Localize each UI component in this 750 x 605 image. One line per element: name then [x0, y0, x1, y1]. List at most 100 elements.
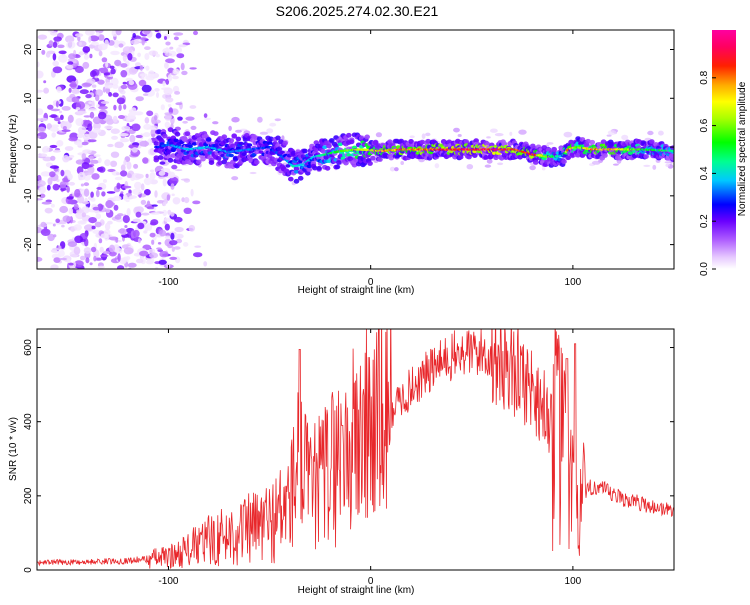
noise-blob	[66, 64, 74, 69]
noise-blob	[113, 204, 119, 211]
heatmap-x-axis-label: Height of straight line (km)	[298, 285, 415, 296]
noise-blob	[146, 206, 155, 210]
noise-blob	[143, 30, 151, 35]
noise-blob	[130, 39, 140, 45]
noise-blob	[154, 115, 158, 121]
noise-blob	[150, 221, 157, 226]
noise-blob	[131, 123, 141, 132]
ridge-cell	[290, 150, 297, 156]
noise-blob	[148, 50, 159, 56]
noise-blob	[37, 198, 43, 201]
noise-blob	[174, 91, 181, 95]
noise-blob	[99, 246, 104, 253]
noise-blob	[434, 163, 440, 169]
noise-blob	[94, 75, 99, 79]
noise-blob	[117, 253, 121, 262]
noise-blob	[91, 173, 100, 180]
ridge-cell	[408, 142, 414, 148]
noise-blob	[105, 87, 111, 94]
noise-blob	[50, 124, 60, 128]
noise-blob	[71, 88, 80, 94]
ridge-cell	[346, 132, 352, 138]
ridge-cell	[275, 135, 281, 141]
noise-blob	[149, 232, 156, 238]
noise-blob	[110, 50, 120, 56]
noise-blob	[40, 171, 51, 177]
snr-panel: -100 0 100 0 200 400 600 Height of straight li…	[8, 328, 675, 596]
ridge-cell	[370, 155, 376, 161]
ridge-cell	[472, 153, 478, 159]
ridge-cell	[156, 129, 162, 135]
noise-blob	[120, 84, 128, 90]
noise-blob	[120, 70, 128, 78]
noise-blob	[57, 121, 61, 125]
noise-blob	[108, 92, 113, 97]
noise-blob	[494, 133, 504, 137]
noise-blob	[155, 32, 162, 39]
noise-blob	[90, 70, 97, 78]
noise-blob	[193, 252, 203, 258]
noise-blob	[38, 117, 49, 122]
noise-blob	[119, 257, 127, 265]
ridge-cell	[184, 131, 191, 137]
noise-blob	[88, 101, 92, 105]
noise-blob	[78, 51, 85, 56]
ridge-cell	[251, 153, 257, 157]
ridge-cell	[565, 155, 571, 161]
noise-blob	[204, 117, 211, 121]
noise-blob	[84, 30, 95, 36]
noise-blob	[141, 84, 152, 93]
noise-blob	[484, 164, 492, 168]
noise-blob	[164, 121, 170, 129]
noise-blob	[159, 229, 167, 237]
ridge-cell	[408, 139, 414, 144]
heatmap-y-tick-label: 0	[23, 144, 34, 150]
noise-blob	[110, 128, 120, 134]
noise-blob	[107, 143, 114, 148]
noise-blob	[39, 193, 46, 199]
noise-blob	[151, 204, 158, 207]
noise-blob	[60, 169, 65, 177]
noise-blob	[81, 153, 87, 160]
noise-blob	[486, 136, 491, 139]
noise-blob	[104, 233, 109, 241]
noise-blob	[146, 127, 157, 130]
noise-blob	[91, 225, 96, 230]
noise-blob	[85, 257, 90, 264]
noise-blob	[168, 171, 176, 179]
noise-blob	[74, 65, 84, 74]
noise-blob	[76, 138, 83, 147]
noise-blob	[140, 183, 145, 191]
noise-blob	[90, 246, 97, 253]
noise-blob	[541, 167, 546, 171]
noise-blob	[89, 159, 99, 164]
ridge-cell	[241, 152, 247, 156]
ridge-cell	[167, 157, 174, 163]
noise-blob	[652, 164, 657, 170]
ridge-cell	[425, 138, 431, 144]
noise-blob	[425, 132, 431, 137]
noise-blob	[91, 100, 95, 109]
noise-blob	[119, 137, 129, 142]
noise-blob	[68, 87, 72, 93]
noise-blob	[82, 133, 90, 141]
noise-blob	[51, 132, 56, 138]
ridge-cell	[157, 155, 164, 160]
noise-blob	[84, 172, 94, 176]
heatmap-y-tick-label: -20	[23, 237, 34, 252]
noise-blob	[189, 105, 197, 109]
noise-blob	[169, 256, 178, 260]
ridge-cell	[532, 160, 539, 165]
noise-blob	[62, 215, 71, 223]
noise-blob	[139, 37, 147, 40]
noise-blob	[73, 246, 81, 255]
noise-blob	[120, 191, 124, 194]
heatmap-y-tick-label: 20	[23, 44, 34, 56]
noise-blob	[266, 128, 274, 134]
noise-blob	[375, 132, 382, 138]
noise-blob	[135, 134, 143, 139]
noise-blob	[157, 242, 162, 245]
noise-blob	[76, 209, 84, 214]
